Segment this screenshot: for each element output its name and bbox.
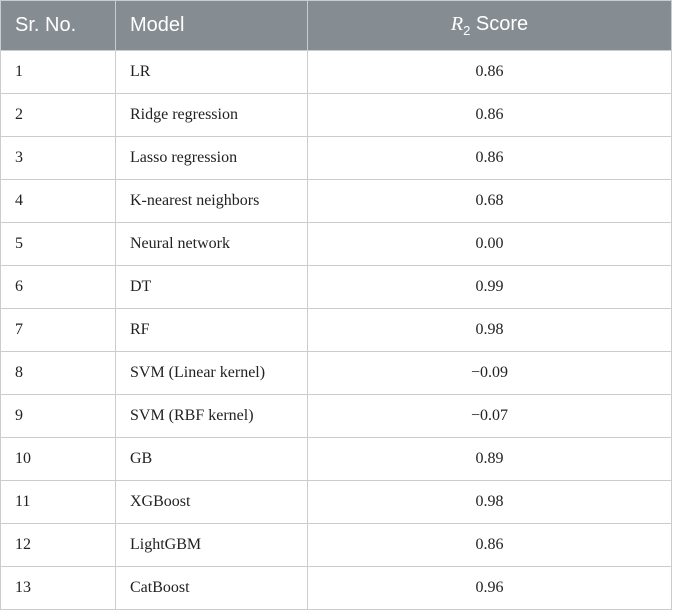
header-cell: R2 Score bbox=[307, 0, 672, 51]
sr-no-cell: 3 bbox=[0, 136, 116, 180]
table-row: 11 XGBoost 0.98 bbox=[0, 480, 672, 524]
model-cell: GB bbox=[115, 437, 308, 481]
header-row: Sr. No. Model R2 Score bbox=[0, 0, 672, 51]
model-cell: RF bbox=[115, 308, 308, 352]
table-row: 4 K-nearest neighbors 0.68 bbox=[0, 179, 672, 223]
score-cell: 0.98 bbox=[307, 308, 672, 352]
score-cell: 0.86 bbox=[307, 93, 672, 137]
score-cell: 0.98 bbox=[307, 480, 672, 524]
sr-no-cell: 12 bbox=[0, 523, 116, 567]
model-cell: Neural network bbox=[115, 222, 308, 266]
table-row: 8 SVM (Linear kernel) −0.09 bbox=[0, 351, 672, 395]
table-row: 6 DT 0.99 bbox=[0, 265, 672, 309]
table-row: 7 RF 0.98 bbox=[0, 308, 672, 352]
header-text: Score bbox=[475, 13, 529, 35]
sr-no-cell: 6 bbox=[0, 265, 116, 309]
model-cell: Ridge regression bbox=[115, 93, 308, 137]
model-cell: XGBoost bbox=[115, 480, 308, 524]
sr-no-cell: 11 bbox=[0, 480, 116, 524]
score-cell: 0.89 bbox=[307, 437, 672, 481]
header-subscript: 2 bbox=[463, 23, 471, 38]
score-cell: 0.68 bbox=[307, 179, 672, 223]
sr-no-cell: 4 bbox=[0, 179, 116, 223]
model-cell: Lasso regression bbox=[115, 136, 308, 180]
score-cell: −0.07 bbox=[307, 394, 672, 438]
table-row: 3 Lasso regression 0.86 bbox=[0, 136, 672, 180]
table-body: 1 LR 0.86 2 Ridge regression 0.86 3 Lasso regre… bbox=[0, 50, 672, 610]
score-cell: 0.96 bbox=[307, 566, 672, 610]
table-row: 10 GB 0.89 bbox=[0, 437, 672, 481]
model-cell: DT bbox=[115, 265, 308, 309]
sr-no-cell: 13 bbox=[0, 566, 116, 610]
table-row: 1 LR 0.86 bbox=[0, 50, 672, 94]
score-cell: 0.99 bbox=[307, 265, 672, 309]
score-cell: 0.86 bbox=[307, 50, 672, 94]
score-cell: −0.09 bbox=[307, 351, 672, 395]
sr-no-cell: 9 bbox=[0, 394, 116, 438]
model-cell: CatBoost bbox=[115, 566, 308, 610]
sr-no-cell: 1 bbox=[0, 50, 116, 94]
model-cell: SVM (RBF kernel) bbox=[115, 394, 308, 438]
sr-no-cell: 8 bbox=[0, 351, 116, 395]
table-row: 9 SVM (RBF kernel) −0.07 bbox=[0, 394, 672, 438]
table-row: 5 Neural network 0.00 bbox=[0, 222, 672, 266]
score-cell: 0.86 bbox=[307, 523, 672, 567]
model-cell: LR bbox=[115, 50, 308, 94]
sr-no-cell: 7 bbox=[0, 308, 116, 352]
model-cell: LightGBM bbox=[115, 523, 308, 567]
table-row: 13 CatBoost 0.96 bbox=[0, 566, 672, 610]
model-cell: K-nearest neighbors bbox=[115, 179, 308, 223]
header-cell: Sr. No. bbox=[0, 0, 116, 51]
table-row: 2 Ridge regression 0.86 bbox=[0, 93, 672, 137]
sr-no-cell: 2 bbox=[0, 93, 116, 137]
table-row: 12 LightGBM 0.86 bbox=[0, 523, 672, 567]
score-cell: 0.86 bbox=[307, 136, 672, 180]
header-symbol: R bbox=[450, 13, 464, 35]
header-cell: Model bbox=[115, 0, 308, 51]
model-cell: SVM (Linear kernel) bbox=[115, 351, 308, 395]
score-cell: 0.00 bbox=[307, 222, 672, 266]
sr-no-cell: 10 bbox=[0, 437, 116, 481]
sr-no-cell: 5 bbox=[0, 222, 116, 266]
